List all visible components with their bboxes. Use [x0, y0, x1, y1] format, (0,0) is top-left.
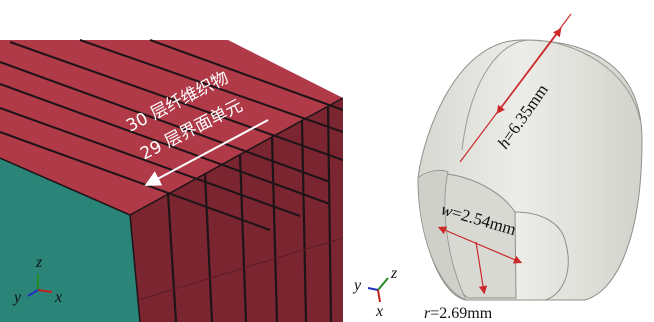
side-face-layer-lines: [166, 105, 333, 322]
block-edges: [0, 97, 343, 322]
triad2-z-axis: [377, 277, 389, 291]
label-r: r=2.69mm: [424, 305, 493, 322]
triad2-x-axis: [377, 289, 381, 303]
annotation-arrow: [144, 119, 269, 186]
block-side-face: [130, 98, 343, 322]
side-face-seam: [137, 237, 343, 301]
triad2-x-label: x: [375, 303, 383, 320]
block-front-face: [0, 158, 140, 322]
dimension-lines: [437, 13, 572, 295]
cylinder-model: [417, 39, 643, 301]
triad-x-label: x: [54, 289, 62, 306]
cylinder-front-edge: [514, 211, 569, 301]
triad-z-label: z: [35, 254, 43, 271]
dim-w-line: [437, 226, 523, 264]
label-r-val: =2.69mm: [430, 305, 492, 322]
dim-r-line: [475, 241, 488, 295]
left-axis-triad: z y x: [12, 254, 62, 306]
label-r-var: r: [424, 305, 431, 322]
right-axis-triad: z y x: [352, 265, 398, 320]
triad2-y-label: y: [352, 277, 362, 294]
top-face-layer-lines: [0, 39, 343, 231]
triad2-y-axis: [367, 287, 379, 291]
triad2-z-label: z: [390, 265, 398, 282]
triad-y-axis: [27, 289, 39, 297]
dim-h-arrow: [496, 28, 562, 114]
layered-block-model: [0, 39, 343, 322]
triad-y-label: y: [12, 289, 22, 306]
triad-x-axis: [37, 289, 53, 293]
